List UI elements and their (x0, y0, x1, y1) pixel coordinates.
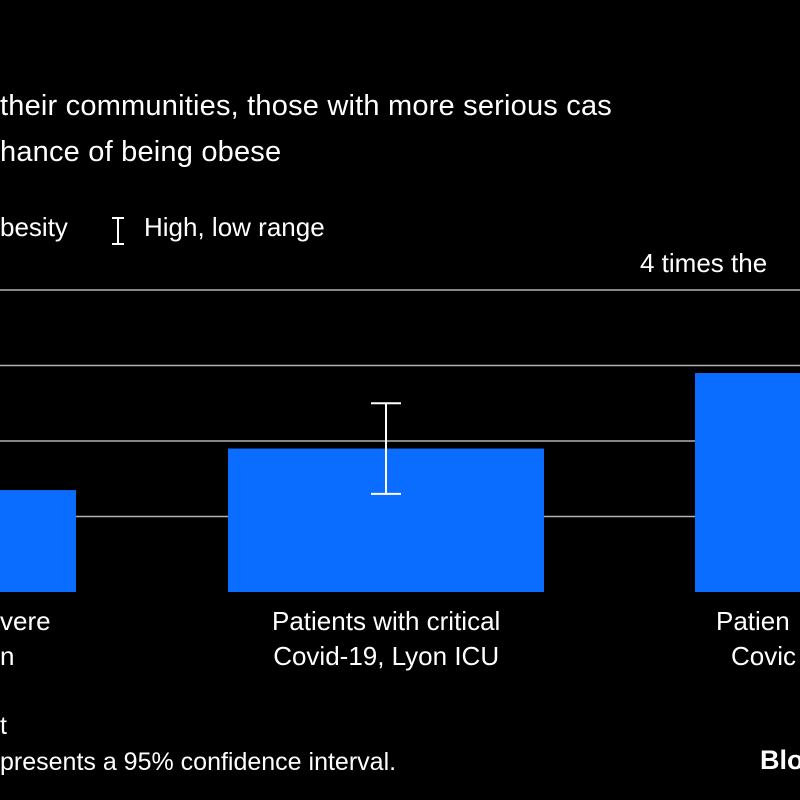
error-bar-1 (371, 402, 401, 495)
category-label-0-line-0: vere (0, 606, 51, 636)
chart-annotation: 4 times the (640, 248, 768, 278)
chart-title-line-2: hance of being obese (0, 136, 282, 168)
chart-title-line-1: their communities, those with more serio… (0, 90, 612, 122)
footnote-line-1: t (0, 712, 7, 740)
category-label-2-line-0: Patien (716, 606, 790, 636)
bar-2 (695, 373, 800, 592)
footnote-line-2: presents a 95% confidence interval. (0, 748, 397, 776)
range-icon (112, 217, 124, 245)
bar-chart (0, 289, 800, 592)
category-label-2: Patien Covic (716, 604, 796, 674)
bar-0 (0, 490, 76, 592)
brand-logo: Blo (760, 745, 800, 775)
category-label-1-line-1: Covid-19, Lyon ICU (273, 641, 500, 671)
category-label-1-line-0: Patients with critical (272, 606, 501, 636)
legend-range-label: High, low range (144, 212, 325, 242)
category-label-2-line-1: Covic (731, 641, 797, 671)
category-label-1: Patients with critical Covid-19, Lyon ICU (272, 604, 500, 674)
legend-series-label: besity (0, 212, 68, 242)
category-label-0: vere n (0, 604, 51, 674)
category-label-0-line-1: n (0, 641, 15, 671)
